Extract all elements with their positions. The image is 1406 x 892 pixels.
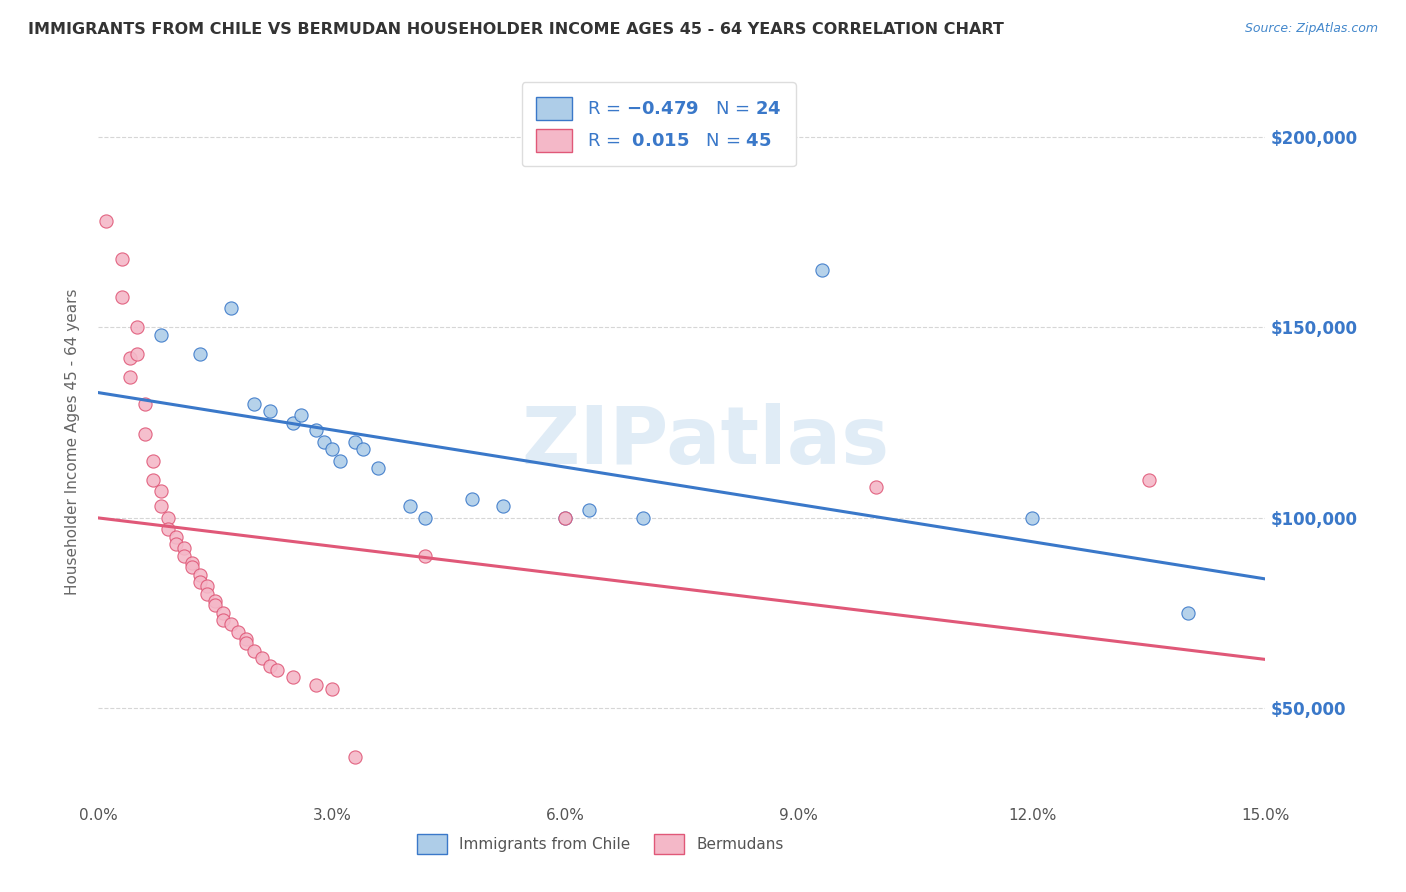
Point xyxy=(266,663,288,677)
Point xyxy=(290,408,312,422)
Point xyxy=(180,560,202,574)
Text: ZIPatlas: ZIPatlas xyxy=(522,402,890,481)
Point xyxy=(219,617,242,632)
Point xyxy=(413,549,436,563)
Point xyxy=(111,290,134,304)
Point xyxy=(243,396,266,410)
Point xyxy=(1177,606,1199,620)
Point xyxy=(188,575,211,590)
Point xyxy=(204,594,226,608)
Point xyxy=(367,461,389,475)
Point xyxy=(554,510,576,524)
Point xyxy=(134,396,156,410)
Point xyxy=(134,426,156,441)
Point xyxy=(312,434,335,449)
Point xyxy=(118,351,141,365)
Point xyxy=(398,499,420,513)
Point xyxy=(195,587,218,601)
Point xyxy=(188,567,211,582)
Point xyxy=(165,537,187,551)
Point xyxy=(165,530,187,544)
Point xyxy=(413,510,436,524)
Point xyxy=(212,606,235,620)
Point xyxy=(96,214,118,228)
Point xyxy=(142,473,165,487)
Text: IMMIGRANTS FROM CHILE VS BERMUDAN HOUSEHOLDER INCOME AGES 45 - 64 YEARS CORRELAT: IMMIGRANTS FROM CHILE VS BERMUDAN HOUSEH… xyxy=(28,22,1004,37)
Point xyxy=(305,423,328,437)
Point xyxy=(811,263,834,277)
Point xyxy=(281,416,304,430)
Point xyxy=(157,522,180,536)
Point xyxy=(305,678,328,692)
Point xyxy=(127,347,149,361)
Point xyxy=(195,579,218,593)
Point xyxy=(243,643,266,657)
Y-axis label: Householder Income Ages 45 - 64 years: Householder Income Ages 45 - 64 years xyxy=(65,288,80,595)
Point xyxy=(1021,510,1043,524)
Point xyxy=(173,541,195,555)
Point xyxy=(149,328,172,343)
Point xyxy=(578,503,600,517)
Text: Source: ZipAtlas.com: Source: ZipAtlas.com xyxy=(1244,22,1378,36)
Point xyxy=(111,252,134,266)
Point xyxy=(321,681,343,696)
Point xyxy=(352,442,374,457)
Point xyxy=(631,510,654,524)
Point xyxy=(259,404,281,418)
Point xyxy=(228,624,250,639)
Point xyxy=(321,442,343,457)
Point xyxy=(235,636,257,650)
Point xyxy=(1137,473,1160,487)
Point xyxy=(149,499,172,513)
Point xyxy=(554,510,576,524)
Point xyxy=(180,556,202,570)
Point xyxy=(250,651,273,665)
Point xyxy=(219,301,242,316)
Point xyxy=(127,320,149,334)
Point xyxy=(157,510,180,524)
Point xyxy=(461,491,484,506)
Point xyxy=(865,480,887,494)
Point xyxy=(188,347,211,361)
Point xyxy=(149,483,172,498)
Point xyxy=(118,370,141,384)
Point xyxy=(329,453,352,467)
Point xyxy=(281,670,304,684)
Point xyxy=(344,750,367,764)
Point xyxy=(344,434,367,449)
Point xyxy=(259,659,281,673)
Point xyxy=(492,499,515,513)
Point xyxy=(204,598,226,612)
Point xyxy=(142,453,165,467)
Legend: Immigrants from Chile, Bermudans: Immigrants from Chile, Bermudans xyxy=(411,829,790,860)
Point xyxy=(235,632,257,647)
Point xyxy=(173,549,195,563)
Point xyxy=(212,613,235,627)
